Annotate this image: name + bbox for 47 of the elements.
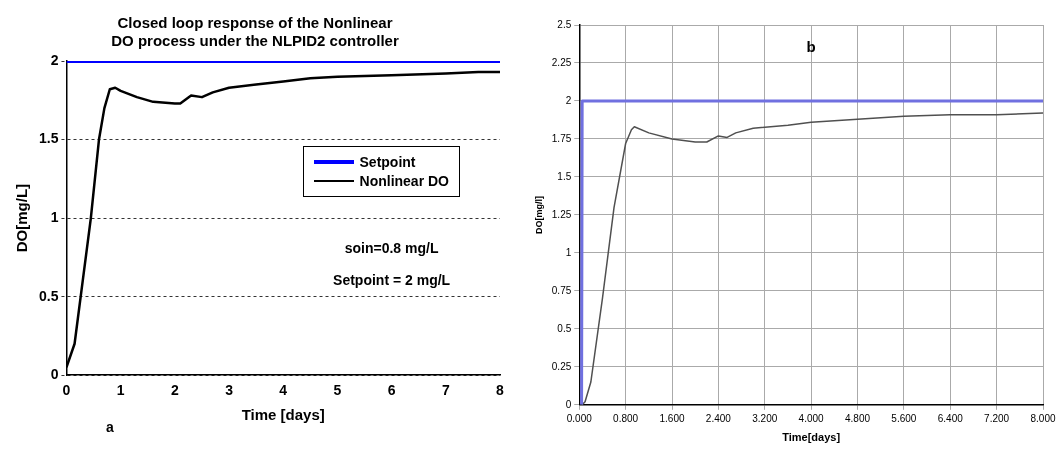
x-axis-title: Time [days] [241,406,325,424]
y-tick-label: 0.25 [551,360,572,372]
x-tick-label: 7 [441,382,450,399]
x-tick-label: 5 [333,382,342,399]
y-tick-label: 1 [565,246,572,258]
x-tick-label: 3.200 [752,412,778,424]
y-tick-label: 0.75 [551,284,572,296]
x-tick-label: 8 [496,382,505,399]
x-tick-label: 4 [279,382,288,399]
x-axis-title: Time[days] [782,431,841,444]
annotation: soin=0.8 mg/L [344,240,439,257]
x-tick-label: 4.000 [798,412,825,424]
x-tick-label: 1.600 [659,412,685,424]
y-tick-label: 0 [50,366,59,383]
y-tick-label: 2.5 [557,18,572,30]
text: a [105,419,114,436]
x-tick-label: 0.000 [566,412,593,424]
y-tick-label: 1.5 [38,130,59,147]
chart-title: Closed loop response of the Nonlinear DO process under the NLPID2 controller [111,14,399,50]
x-tick-label: 7.200 [984,412,1010,424]
x-tick-label: 6.400 [937,412,964,424]
y-tick-label: 1.25 [551,208,572,220]
y-tick-label: 1.5 [557,170,572,182]
x-tick-label: 3 [225,382,234,399]
legend-label: Setpoint [359,153,416,170]
y-tick-label: 0 [565,398,572,410]
annotation: Setpoint = 2 mg/L [333,271,451,288]
x-tick-label: 1 [116,382,125,399]
y-tick-label: 2 [565,94,572,106]
y-axis-title: DO[mg/L] [13,183,31,253]
annotation: b [806,37,816,55]
x-tick-label: 8.000 [1030,412,1056,424]
x-tick-label: 0.800 [613,412,639,424]
x-tick-label: 4.800 [844,412,871,424]
x-tick-label: 2 [170,382,179,399]
legend-label: Nonlinear DO [359,172,449,189]
y-tick-label: 1.75 [551,132,572,144]
y-tick-label: 1 [50,208,59,225]
x-tick-label: 2.400 [705,412,732,424]
y-axis-title: DO[mg/l] [533,195,544,234]
x-tick-label: 5.600 [891,412,917,424]
x-tick-label: 0 [62,382,71,399]
x-tick-label: 6 [387,382,396,399]
y-tick-label: 2 [50,51,59,68]
y-tick-label: 2.25 [551,56,572,68]
y-tick-label: 0.5 [38,287,59,304]
y-tick-label: 0.5 [557,322,572,334]
